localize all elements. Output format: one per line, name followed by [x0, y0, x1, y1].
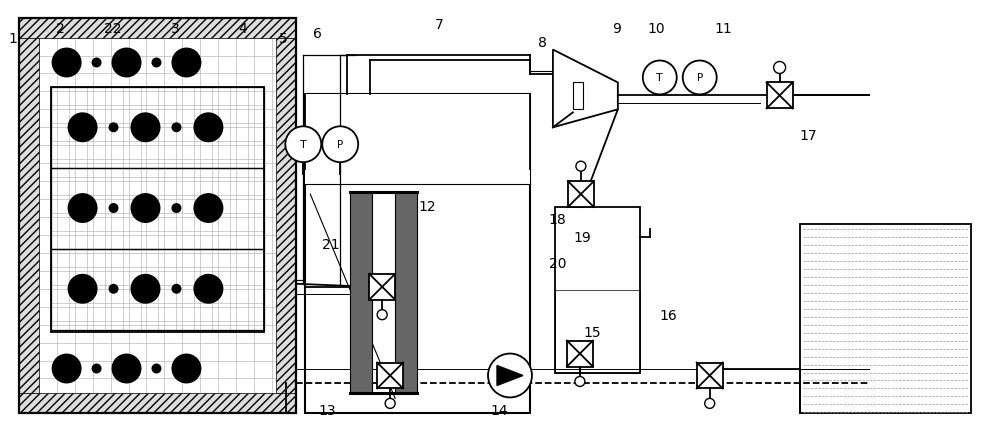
- Text: 10: 10: [648, 21, 665, 36]
- Bar: [555, 207, 640, 374]
- Circle shape: [705, 398, 715, 408]
- Bar: [51, 169, 264, 249]
- Circle shape: [112, 49, 141, 78]
- Bar: [767, 83, 793, 109]
- Bar: [305, 185, 530, 414]
- Circle shape: [643, 61, 677, 95]
- Circle shape: [92, 364, 102, 374]
- Circle shape: [576, 162, 586, 172]
- Circle shape: [285, 127, 321, 163]
- Circle shape: [131, 194, 160, 224]
- Bar: [369, 274, 395, 300]
- Circle shape: [683, 61, 717, 95]
- Bar: [555, 290, 640, 373]
- Text: 17: 17: [800, 128, 817, 142]
- Circle shape: [488, 354, 532, 398]
- Text: T: T: [656, 73, 663, 83]
- Bar: [377, 363, 403, 388]
- Bar: [305, 185, 530, 414]
- Text: T: T: [300, 140, 307, 150]
- Circle shape: [377, 310, 387, 320]
- Text: 14: 14: [490, 403, 508, 417]
- Text: 21: 21: [322, 238, 340, 252]
- Circle shape: [68, 113, 98, 143]
- Bar: [567, 341, 593, 367]
- Text: 1: 1: [9, 32, 18, 46]
- Text: 6: 6: [313, 26, 322, 41]
- Circle shape: [171, 123, 181, 133]
- Circle shape: [575, 377, 585, 387]
- Text: 5: 5: [279, 32, 288, 46]
- Circle shape: [193, 113, 223, 143]
- Text: 16: 16: [660, 308, 678, 322]
- Text: 8: 8: [538, 36, 547, 50]
- Bar: [573, 83, 583, 110]
- Bar: [39, 39, 276, 394]
- Circle shape: [112, 354, 141, 384]
- Circle shape: [151, 59, 161, 68]
- Bar: [305, 95, 530, 414]
- Circle shape: [131, 274, 160, 304]
- Polygon shape: [497, 366, 523, 385]
- Circle shape: [385, 398, 395, 408]
- Bar: [305, 95, 530, 185]
- Text: 4: 4: [238, 21, 247, 36]
- Circle shape: [171, 49, 201, 78]
- Circle shape: [131, 113, 160, 143]
- Circle shape: [109, 204, 119, 214]
- Bar: [51, 88, 264, 169]
- Circle shape: [193, 194, 223, 224]
- Bar: [276, 39, 296, 394]
- Text: 11: 11: [715, 21, 732, 36]
- Text: 15: 15: [584, 325, 602, 339]
- Text: 9: 9: [612, 21, 621, 36]
- Circle shape: [68, 194, 98, 224]
- Circle shape: [322, 127, 358, 163]
- Circle shape: [193, 274, 223, 304]
- Circle shape: [171, 354, 201, 384]
- Text: 12: 12: [418, 200, 436, 214]
- Circle shape: [68, 274, 98, 304]
- Circle shape: [151, 364, 161, 374]
- Text: 3: 3: [170, 21, 179, 36]
- Circle shape: [109, 123, 119, 133]
- Bar: [395, 193, 417, 394]
- Text: 19: 19: [574, 230, 592, 244]
- Bar: [19, 19, 296, 39]
- Text: 7: 7: [435, 18, 444, 32]
- Text: 22: 22: [104, 21, 121, 36]
- Circle shape: [52, 354, 82, 384]
- Text: 2: 2: [56, 21, 64, 36]
- Bar: [697, 363, 723, 388]
- Bar: [568, 182, 594, 207]
- Bar: [555, 290, 640, 373]
- Circle shape: [92, 59, 102, 68]
- Circle shape: [171, 204, 181, 214]
- Circle shape: [109, 284, 119, 294]
- Bar: [800, 224, 971, 414]
- Text: 18: 18: [549, 213, 567, 227]
- Circle shape: [171, 284, 181, 294]
- Text: 20: 20: [549, 256, 566, 270]
- Bar: [19, 39, 39, 394]
- Circle shape: [52, 49, 82, 78]
- Circle shape: [774, 62, 786, 74]
- Bar: [19, 394, 296, 414]
- Bar: [51, 249, 264, 330]
- Polygon shape: [553, 50, 618, 128]
- Bar: [51, 88, 264, 332]
- Text: 13: 13: [318, 403, 336, 417]
- Text: P: P: [697, 73, 703, 83]
- Text: P: P: [337, 140, 343, 150]
- Bar: [19, 19, 296, 414]
- Bar: [350, 193, 372, 394]
